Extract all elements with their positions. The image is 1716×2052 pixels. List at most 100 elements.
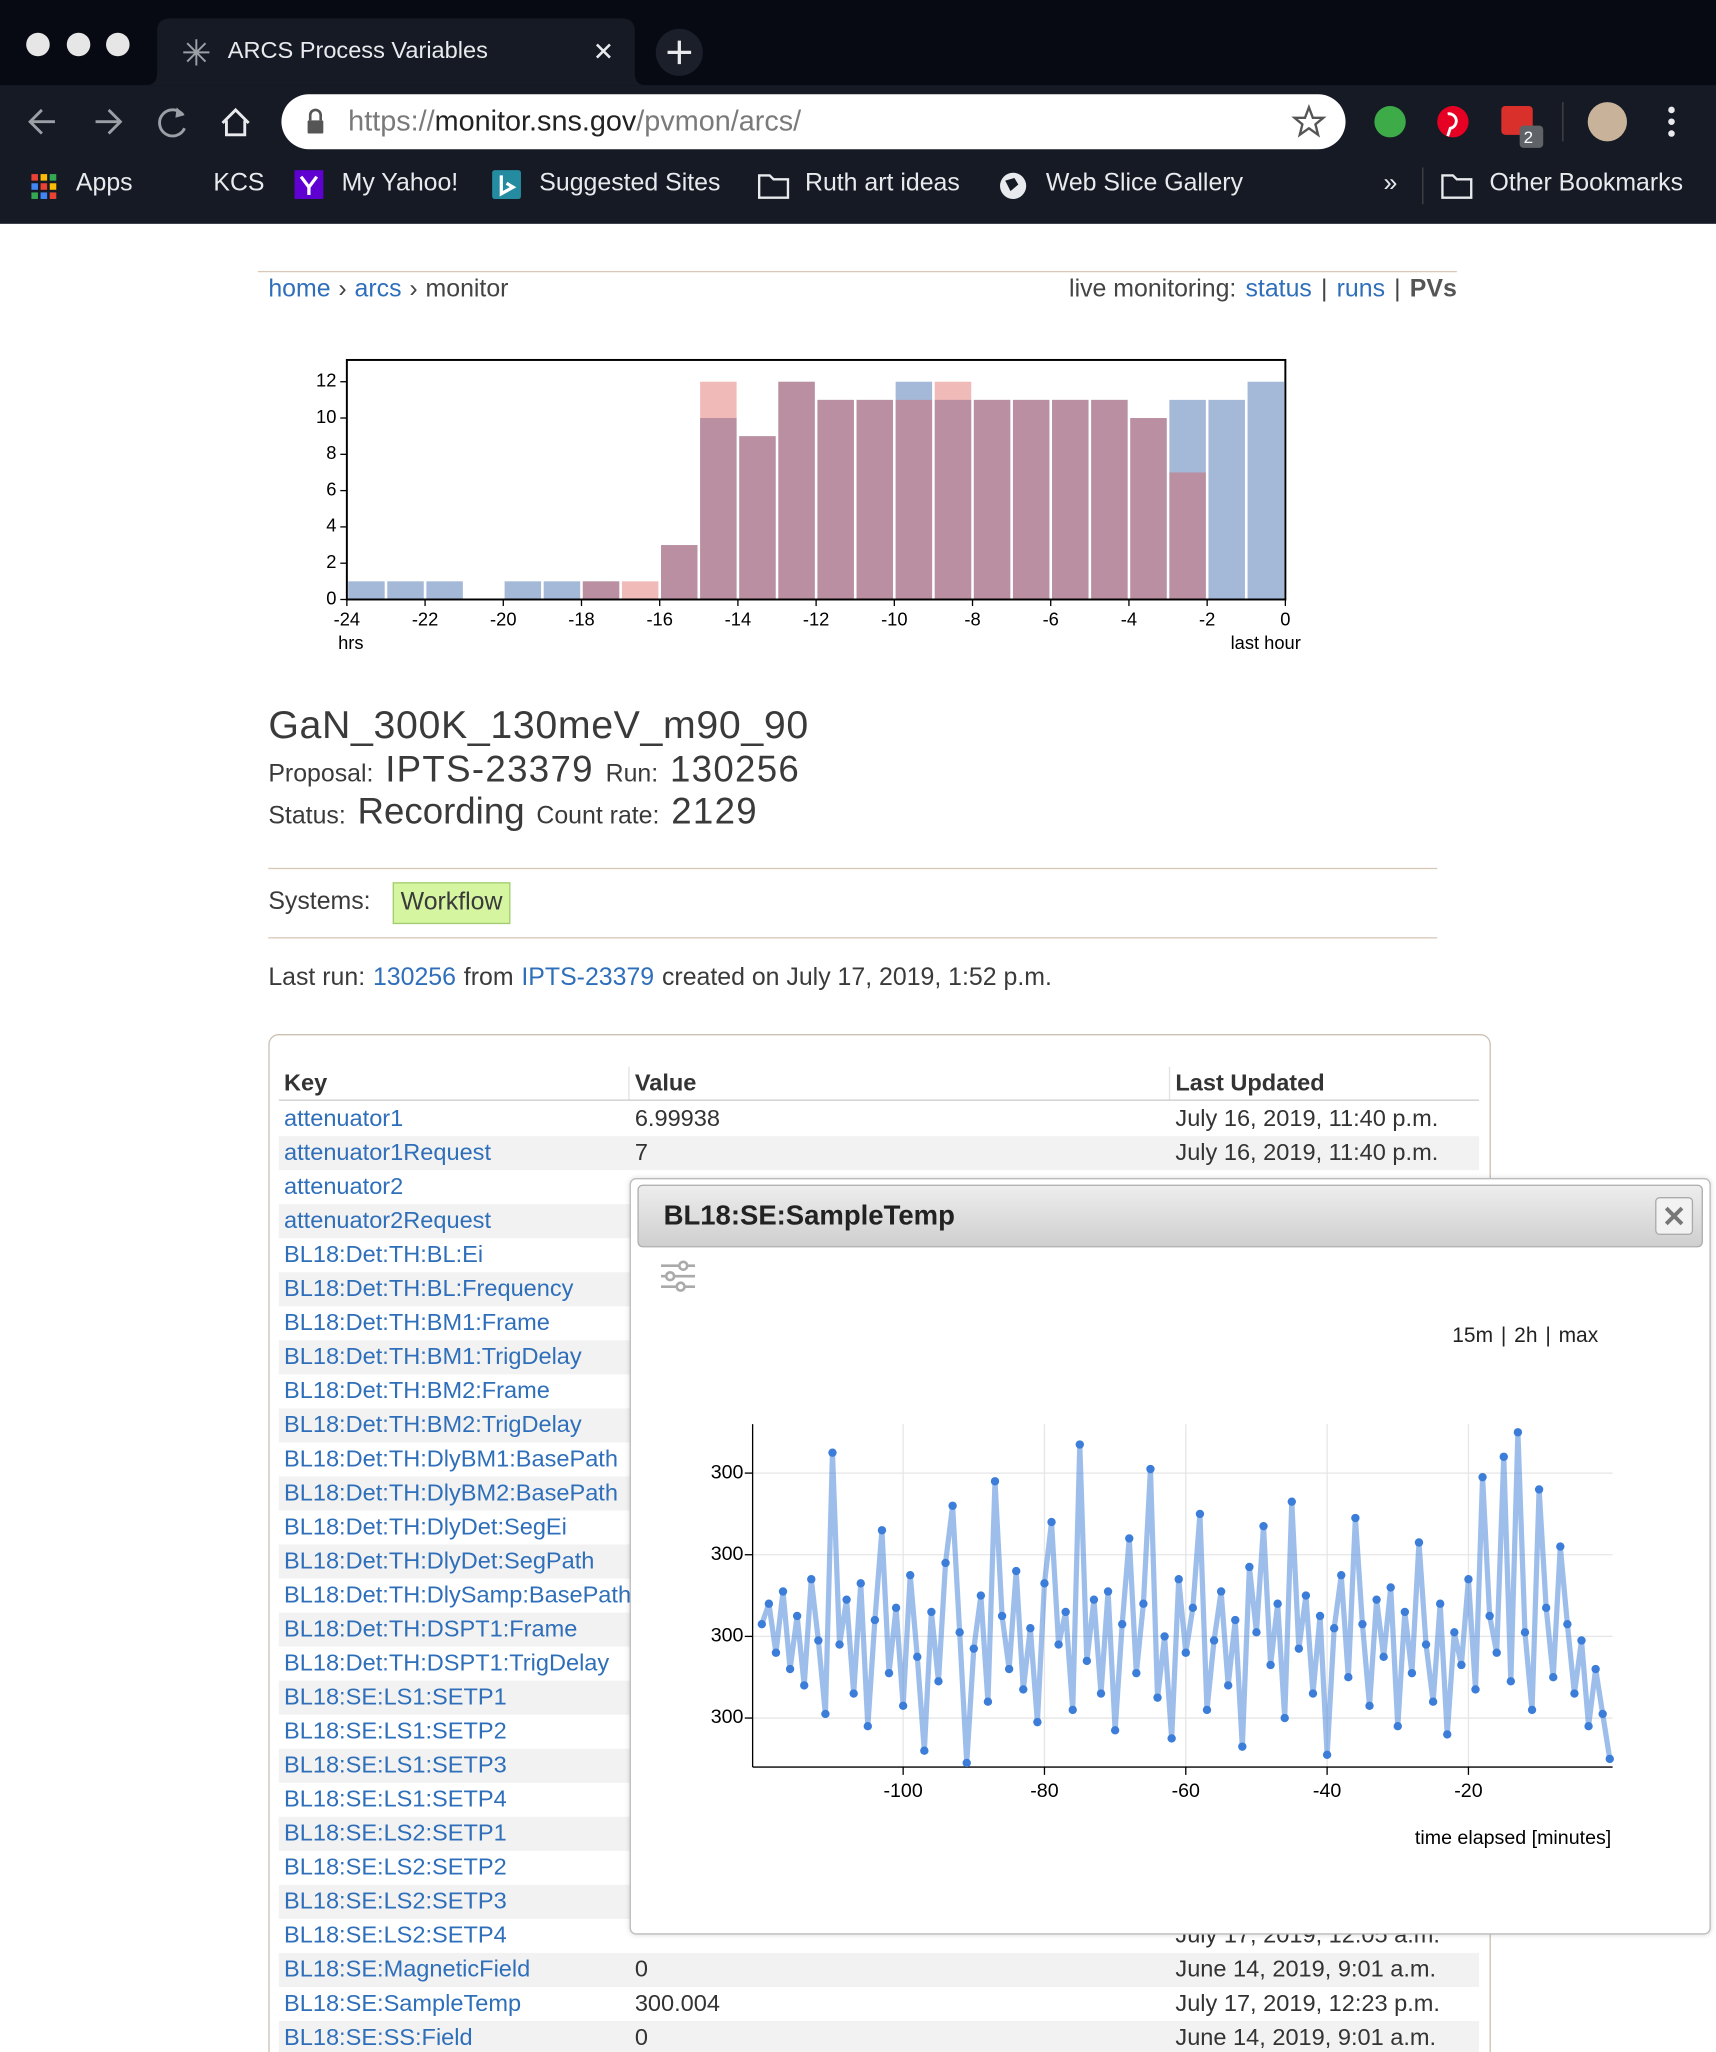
other-bookmarks[interactable]: Other Bookmarks [1490, 170, 1683, 200]
pv-key[interactable]: BL18:Det:TH:BM1:Frame [284, 1309, 550, 1337]
x-tick-label: -16 [646, 608, 672, 629]
breadcrumb-item: monitor [426, 276, 509, 306]
live-link[interactable]: runs [1337, 276, 1385, 306]
range-button[interactable]: max [1559, 1324, 1599, 1349]
link-separator: | [1394, 276, 1400, 306]
pv-key[interactable]: attenuator1 [284, 1105, 403, 1133]
pv-key[interactable]: BL18:Det:TH:DlyDet:SegEi [284, 1513, 567, 1541]
breadcrumb: home›arcs›monitor [268, 276, 508, 306]
bookmark[interactable]: Web Slice Gallery [1046, 170, 1243, 200]
pv-key[interactable]: BL18:Det:TH:BM1:TrigDelay [284, 1343, 582, 1371]
pv-key[interactable]: BL18:Det:TH:BL:Ei [284, 1241, 483, 1269]
pv-key[interactable]: BL18:Det:TH:DlyDet:SegPath [284, 1547, 594, 1575]
live-link[interactable]: status [1245, 276, 1311, 306]
pv-key[interactable]: BL18:SE:LS2:SETP4 [284, 1922, 507, 1950]
x-axis-label: hrs [338, 632, 363, 653]
range-button[interactable]: 2h [1514, 1324, 1537, 1349]
pv-key[interactable]: BL18:SE:LS2:SETP2 [284, 1854, 507, 1882]
breadcrumb-separator: › [338, 276, 346, 306]
pv-key[interactable]: BL18:SE:LS2:SETP1 [284, 1820, 507, 1848]
bookmark[interactable]: Suggested Sites [539, 170, 720, 200]
table-cell: July 16, 2019, 11:40 p.m. [1175, 1139, 1438, 1167]
histogram-bar [1130, 418, 1166, 599]
status-line: Status: Recording Count rate: 2129 [268, 790, 758, 834]
pv-key[interactable]: BL18:Det:TH:DSPT1:Frame [284, 1615, 577, 1643]
histogram-bar [1013, 400, 1049, 600]
pv-key[interactable]: BL18:SE:LS1:SETP2 [284, 1718, 507, 1746]
histogram-bar [739, 436, 775, 599]
live-link: PVs [1410, 276, 1457, 306]
pv-key[interactable]: BL18:Det:TH:BM2:Frame [284, 1377, 550, 1405]
histogram-bar [1130, 418, 1166, 599]
label: Proposal: [268, 761, 373, 791]
y-tick-label: 2 [326, 551, 336, 572]
range-separator: | [1545, 1324, 1550, 1349]
y-tick-label: 8 [326, 442, 336, 463]
system-badge: Workflow [393, 882, 511, 924]
histogram-bar [583, 581, 619, 599]
x-axis-label: last hour [1231, 632, 1301, 653]
pv-key[interactable]: BL18:SE:SS:Field [284, 2024, 473, 2052]
histogram-bar [1091, 400, 1127, 600]
pv-key[interactable]: attenuator2Request [284, 1207, 491, 1235]
x-tick-label: -8 [964, 608, 980, 629]
x-tick-label: -24 [334, 608, 360, 629]
tab-title[interactable]: ARCS Process Variables [228, 37, 488, 65]
histogram-bar [1208, 400, 1244, 600]
pv-key[interactable]: BL18:Det:TH:DSPT1:TrigDelay [284, 1650, 609, 1678]
histogram-bar [700, 418, 736, 599]
run-title: GaN_300K_130meV_m90_90 [268, 703, 809, 750]
histogram-bar [857, 400, 893, 600]
pv-key[interactable]: BL18:Det:TH:DlyBM1:BasePath [284, 1445, 618, 1473]
y-tick-label: 12 [316, 370, 336, 391]
label: Status: [268, 803, 345, 833]
bookmark[interactable]: KCS [213, 170, 264, 200]
bookmark[interactable]: Ruth art ideas [805, 170, 960, 200]
plot-frame [347, 360, 1285, 600]
column-header: Last Updated [1175, 1070, 1324, 1098]
table-cell: 300.004 [635, 1990, 720, 2018]
pv-key[interactable]: BL18:SE:LS1:SETP3 [284, 1752, 507, 1780]
histogram-bar [505, 581, 541, 599]
histogram-bar [896, 382, 932, 600]
histogram-bar [661, 545, 697, 599]
breadcrumb-item[interactable]: arcs [355, 276, 402, 306]
pv-key[interactable]: BL18:SE:MagneticField [284, 1956, 530, 1984]
pv-key[interactable]: BL18:SE:LS1:SETP4 [284, 1786, 507, 1814]
run-link[interactable]: 130256 [373, 964, 456, 994]
histogram-bar [1052, 400, 1088, 600]
pv-key[interactable]: BL18:Det:TH:BL:Frequency [284, 1275, 573, 1303]
pv-key[interactable]: BL18:SE:LS2:SETP3 [284, 1888, 507, 1916]
histogram-bar [1052, 400, 1088, 600]
header-rule [258, 271, 1457, 272]
pv-key[interactable]: BL18:SE:LS1:SETP1 [284, 1684, 507, 1712]
label: Count rate: [536, 803, 659, 833]
x-tick-label: -20 [490, 608, 516, 629]
pv-key[interactable]: attenuator1Request [284, 1139, 491, 1167]
pv-key[interactable]: BL18:SE:SampleTemp [284, 1990, 521, 2018]
table-cell: 7 [635, 1139, 648, 1167]
systems-label: Systems: [268, 888, 370, 918]
url[interactable]: https://monitor.sns.gov/pvmon/arcs/ [348, 104, 801, 139]
breadcrumb-item[interactable]: home [268, 276, 330, 306]
proposal-link[interactable]: IPTS-23379 [521, 964, 654, 994]
table-cell: July 16, 2019, 11:40 p.m. [1175, 1105, 1438, 1133]
y-tick-label: 6 [326, 478, 336, 499]
bookmark[interactable]: Apps [76, 170, 133, 200]
histogram-bar [817, 400, 853, 600]
bookmark[interactable]: My Yahoo! [342, 170, 459, 200]
header-rule [279, 1099, 1479, 1100]
pv-key[interactable]: BL18:Det:TH:DlySamp:BasePath [284, 1581, 631, 1609]
histogram-bar [778, 382, 814, 600]
x-tick-label: -4 [1121, 608, 1137, 629]
range-button[interactable]: 15m [1452, 1324, 1493, 1349]
pv-key[interactable]: attenuator2 [284, 1173, 403, 1201]
histogram-bar [426, 581, 462, 599]
column-header: Key [284, 1070, 327, 1098]
pv-key[interactable]: BL18:Det:TH:BM2:TrigDelay [284, 1411, 582, 1439]
pv-key[interactable]: BL18:Det:TH:DlyBM2:BasePath [284, 1479, 618, 1507]
bookmarks-overflow[interactable]: » [1384, 170, 1398, 200]
histogram-bar [778, 382, 814, 600]
y-tick-label: 4 [326, 515, 336, 536]
